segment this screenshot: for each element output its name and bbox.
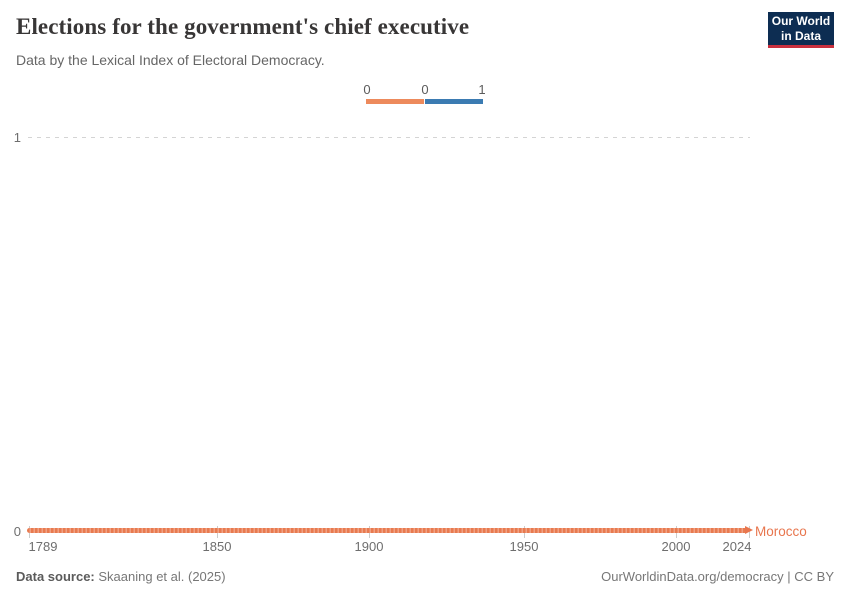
data-source-label: Data source: <box>16 569 95 584</box>
chart-subtitle: Data by the Lexical Index of Electoral D… <box>16 52 325 68</box>
series-line-morocco[interactable] <box>27 528 747 533</box>
data-source-note: Data source: Skaaning et al. (2025) <box>16 569 226 584</box>
x-axis-label-1950: 1950 <box>509 539 539 554</box>
legend-label-zero-left: 0 <box>363 82 371 97</box>
legend-bin-orange[interactable] <box>366 99 424 104</box>
x-axis-label-2024: 2024 <box>722 539 752 554</box>
owid-logo-line1: Our World <box>771 14 831 29</box>
legend-bin-blue[interactable] <box>425 99 483 104</box>
y-axis-label-1: 1 <box>13 130 21 145</box>
data-source-value: Skaaning et al. (2025) <box>98 569 226 584</box>
x-axis-label-2000: 2000 <box>661 539 691 554</box>
x-axis-label-1850: 1850 <box>202 539 232 554</box>
y-axis-label-0: 0 <box>13 524 21 539</box>
gridline-y1 <box>28 137 750 138</box>
owid-logo[interactable]: Our World in Data <box>768 12 834 48</box>
entity-label-morocco[interactable]: Morocco <box>755 524 807 539</box>
owid-logo-line2: in Data <box>780 28 821 43</box>
x-axis-label-1789: 1789 <box>28 539 58 554</box>
x-axis-label-1900: 1900 <box>354 539 384 554</box>
series-endpoint-marker <box>745 526 753 534</box>
legend-label-one: 1 <box>478 82 486 97</box>
legend-label-zero-mid: 0 <box>421 82 429 97</box>
credit-link[interactable]: OurWorldinData.org/democracy | CC BY <box>601 569 834 584</box>
page-title: Elections for the government's chief exe… <box>16 14 470 39</box>
